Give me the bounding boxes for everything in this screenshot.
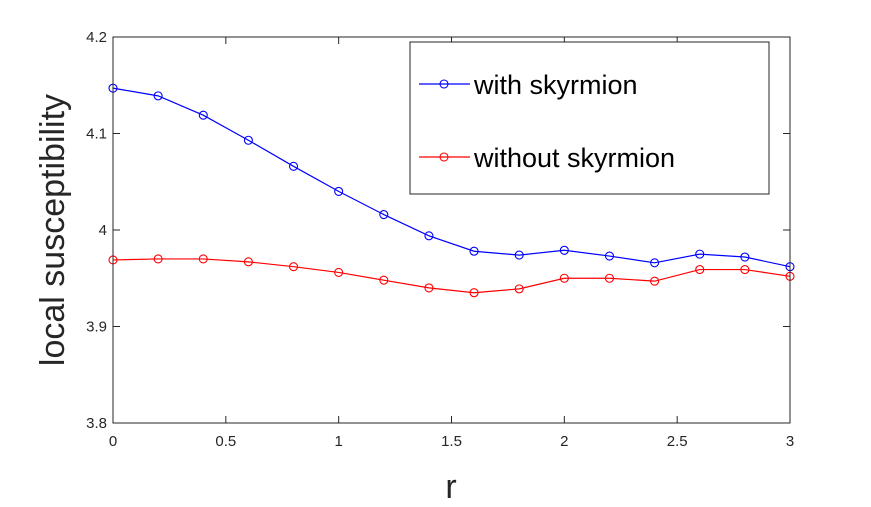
data-point-without-skyrmion: [288, 262, 299, 272]
y-tick-label: 3.8: [86, 415, 107, 432]
x-tick-label: 0: [109, 433, 117, 450]
data-point-without-skyrmion: [604, 273, 615, 283]
data-point-without-skyrmion: [153, 254, 163, 264]
data-point-without-skyrmion: [243, 257, 253, 267]
plot-marks: [108, 83, 795, 298]
data-point-with-skyrmion: [243, 135, 253, 145]
data-point-with-skyrmion: [469, 246, 479, 256]
data-point-without-skyrmion: [695, 265, 705, 275]
data-point-with-skyrmion: [604, 251, 615, 261]
x-axis-label: r: [445, 468, 456, 506]
data-point-with-skyrmion: [695, 249, 705, 259]
y-tick-label: 4.2: [86, 29, 107, 46]
y-axis-label: local susceptibility: [34, 94, 72, 366]
legend-marker-with-skyrmion: [439, 79, 449, 89]
data-point-with-skyrmion: [424, 231, 434, 241]
x-tick-label: 0.5: [215, 433, 236, 450]
data-point-without-skyrmion: [559, 273, 569, 283]
data-point-with-skyrmion: [514, 250, 524, 260]
y-tick-label: 4: [99, 222, 107, 239]
legend-label-without-skyrmion: without skyrmion: [473, 143, 675, 173]
data-point-without-skyrmion: [740, 265, 750, 275]
x-tick-label: 1.5: [441, 433, 462, 450]
data-point-with-skyrmion: [198, 110, 208, 120]
data-point-with-skyrmion: [153, 91, 163, 101]
y-axis-ticks: 3.8 3.9 4 4.1 4.2: [86, 29, 790, 432]
x-tick-label: 2: [560, 433, 568, 450]
y-tick-label: 3.9: [86, 319, 107, 336]
legend-label-with-skyrmion: with skyrmion: [473, 70, 638, 100]
x-axis-ticks: 0 0.5 1 1.5 2 2.5 3: [109, 37, 794, 450]
x-tick-label: 2.5: [667, 433, 688, 450]
data-point-without-skyrmion: [469, 288, 479, 298]
data-point-without-skyrmion: [650, 276, 660, 286]
data-point-with-skyrmion: [379, 210, 389, 220]
legend-box: [409, 41, 770, 195]
x-tick-label: 3: [786, 433, 794, 450]
data-point-without-skyrmion: [334, 267, 344, 278]
legend-entries: with skyrmion without skyrmion: [419, 70, 675, 173]
legend: with skyrmion without skyrmion: [409, 41, 770, 195]
data-point-without-skyrmion: [424, 283, 434, 293]
data-point-with-skyrmion: [334, 186, 344, 196]
x-tick-label: 1: [334, 433, 342, 450]
series-line-with-skyrmion: [112, 87, 791, 268]
legend-marker-without-skyrmion: [439, 152, 449, 162]
data-point-without-skyrmion: [198, 254, 208, 264]
data-point-with-skyrmion: [288, 161, 299, 171]
data-point-with-skyrmion: [740, 252, 750, 262]
series-line-without-skyrmion: [112, 258, 791, 294]
data-point-without-skyrmion: [379, 275, 389, 285]
data-point-without-skyrmion: [514, 284, 524, 294]
data-point-with-skyrmion: [559, 245, 569, 255]
y-tick-label: 4.1: [86, 126, 107, 143]
data-point-with-skyrmion: [650, 258, 660, 268]
